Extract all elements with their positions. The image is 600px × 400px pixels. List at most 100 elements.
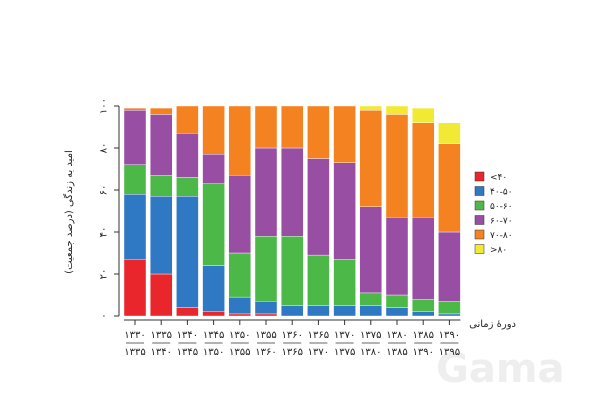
bar-segment: [359, 206, 382, 294]
y-tick-label: ۲۰: [99, 269, 110, 280]
bar-segment: [228, 313, 252, 317]
x-tick-label-end: ۱۳۸۵: [386, 347, 407, 358]
bar-segment: [202, 265, 225, 313]
x-tick-label-end: ۱۳۹۰: [412, 347, 433, 358]
y-tick-label: ۰: [99, 313, 110, 318]
x-tick-label-start: ۱۳۸۰: [386, 330, 407, 341]
bar-segment: [254, 313, 278, 317]
bar-segment: [438, 143, 461, 233]
legend-swatch: [474, 244, 485, 254]
x-tick-label-start: ۱۳۷۵: [360, 330, 381, 341]
bar-segment: [307, 254, 330, 306]
bar-segment: [412, 299, 435, 313]
bar-segment: [254, 105, 278, 149]
bar-segment: [149, 175, 173, 197]
x-tick-label-start: ۱۳۹۰: [439, 330, 460, 341]
x-tick-label-end: ۱۳۷۰: [308, 347, 329, 358]
bar-segment: [228, 252, 252, 298]
x-tick-label-end: ۱۳۸۰: [360, 347, 381, 358]
legend-swatch: [474, 215, 485, 225]
x-tick-label-start: ۱۳۴۰: [177, 330, 198, 341]
bar-segment: [359, 109, 382, 207]
bar-segment: [333, 105, 356, 163]
bar-segment: [438, 231, 461, 302]
x-axis-title: دورهٔ زمانی: [469, 319, 516, 330]
bar-segment: [307, 305, 330, 317]
bar-segment: [176, 133, 199, 178]
x-tick-label-end: ۱۳۳۵: [124, 347, 145, 358]
bar-segment: [438, 313, 461, 317]
bar-segment: [438, 122, 461, 145]
bar-segment: [359, 305, 382, 317]
bar-segment: [202, 105, 225, 155]
bar-segment: [149, 196, 173, 275]
bar-segment: [307, 105, 330, 159]
bar-segment: [176, 177, 199, 197]
bar-segment: [202, 183, 225, 266]
bar-segment: [333, 162, 356, 260]
x-tick-label-start: ۱۳۶۰: [281, 330, 302, 341]
legend-label: ۴۰-۵۰: [490, 188, 513, 198]
bar-segment: [385, 294, 409, 308]
x-tick-label-start: ۱۳۳۰: [124, 330, 145, 341]
bar-segment: [149, 107, 173, 115]
bar-segment: [412, 311, 435, 317]
bar-segment: [149, 273, 173, 317]
bar-segment: [123, 107, 147, 111]
bar-segment: [123, 164, 147, 195]
bar-segment: [123, 259, 147, 317]
legend-swatch: [474, 171, 485, 182]
y-tick-label: ۱۰۰: [99, 98, 110, 114]
bar-segment: [307, 158, 330, 256]
watermark-logo: Gama: [436, 346, 565, 392]
bar-segment: [149, 114, 173, 176]
bar-segment: [228, 105, 252, 176]
x-tick-label-start: ۱۳۳۵: [150, 330, 171, 341]
legend-swatch: [474, 229, 485, 240]
bar-segment: [202, 154, 225, 184]
y-axis-title: امید به زندگی (درصد جمعیت): [63, 150, 75, 274]
legend-label: ۷۰-۸۰: [490, 231, 513, 241]
bar-segment: [228, 175, 252, 254]
bar-segment: [123, 109, 147, 165]
bar-segment: [438, 301, 461, 315]
x-tick-label-start: ۱۳۷۰: [334, 330, 355, 341]
y-tick-label: ۴۰: [99, 227, 110, 238]
axes-layer: ۰ ۲۰ ۴۰ ۶۰ ۸۰ ۱۰۰ ۱۳۳۰ ۱۳۳۵ ۱۳۳۵ ۱۳۴۰ ۱۳۴۰ ۱۳۴۵ ۱۳۴۵…: [99, 98, 461, 358]
x-tick-label-start: ۱۳۴۵: [203, 330, 224, 341]
bars-layer: [123, 105, 461, 317]
legend-label: ۶۰-۷۰: [490, 217, 513, 227]
bar-segment: [385, 307, 409, 317]
bar-segment: [254, 301, 278, 315]
y-tick-label: ۶۰: [99, 185, 110, 196]
x-tick-label-end: ۱۳۵۵: [229, 347, 250, 358]
bar-segment: [176, 196, 199, 308]
legend-label: <۴۰: [490, 173, 507, 183]
bar-segment: [359, 105, 382, 111]
x-tick-label-end: ۱۳۴۰: [150, 347, 171, 358]
x-tick-label-end: ۱۳۵۰: [203, 347, 224, 358]
bar-segment: [202, 311, 225, 317]
bar-segment: [385, 114, 409, 218]
legend-swatch: [474, 186, 485, 196]
bar-segment: [281, 305, 304, 317]
x-tick-label-start: ۱۳۶۵: [308, 330, 329, 341]
bar-segment: [385, 105, 409, 115]
bar-segment: [176, 105, 199, 134]
bar-segment: [412, 217, 435, 300]
legend-label: ۵۰-۶۰: [490, 202, 513, 212]
bar-segment: [228, 296, 252, 315]
x-tick-label-end: ۱۳۶۵: [281, 347, 302, 358]
y-tick-label: ۸۰: [99, 143, 110, 154]
legend: <۴۰ ۴۰-۵۰ ۵۰-۶۰ ۶۰-۷۰ ۷۰-۸۰ >۸۰: [474, 171, 513, 256]
bar-segment: [176, 307, 199, 317]
bar-segment: [385, 217, 409, 296]
x-tick-label-end: ۱۳۶۰: [255, 347, 276, 358]
bar-segment: [254, 235, 278, 302]
x-tick-label-start: ۱۳۵۰: [229, 330, 250, 341]
x-tick-label-end: ۱۳۴۵: [177, 347, 198, 358]
x-tick-label-start: ۱۳۵۵: [255, 330, 276, 341]
bar-segment: [123, 193, 147, 260]
bar-segment: [412, 107, 435, 123]
